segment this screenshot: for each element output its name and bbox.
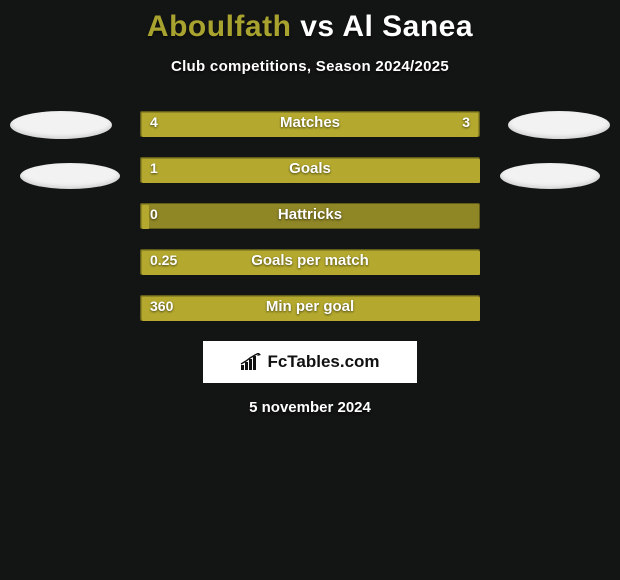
stat-track: [140, 249, 480, 275]
stat-row: 0Hattricks: [0, 203, 620, 233]
stat-value-right: 3: [462, 114, 470, 130]
page-title: Aboulfath vs Al Sanea: [0, 0, 620, 44]
stat-value-left: 360: [150, 298, 173, 314]
stat-fill-left: [142, 159, 480, 183]
bar-chart-icon: [240, 353, 262, 371]
team-badge-placeholder: [10, 111, 112, 139]
comparison-chart: 43Matches1Goals0Hattricks0.25Goals per m…: [0, 111, 620, 325]
source-logo: FcTables.com: [203, 341, 417, 383]
stat-value-left: 0.25: [150, 252, 177, 268]
title-player-left: Aboulfath: [147, 10, 291, 43]
stat-track: [140, 157, 480, 183]
stat-value-left: 0: [150, 206, 158, 222]
stat-row: 0.25Goals per match: [0, 249, 620, 279]
logo-text: FcTables.com: [267, 352, 379, 372]
stat-fill-left: [142, 251, 480, 275]
team-badge-placeholder: [500, 163, 600, 189]
stat-track: [140, 203, 480, 229]
stat-fill-left: [142, 113, 335, 137]
stat-value-left: 1: [150, 160, 158, 176]
subtitle: Club competitions, Season 2024/2025: [0, 58, 620, 75]
stat-track: [140, 111, 480, 137]
stat-fill-left: [142, 205, 149, 229]
date-label: 5 november 2024: [0, 399, 620, 416]
title-vs: vs: [291, 10, 342, 43]
stat-fill-left: [142, 297, 480, 321]
team-badge-placeholder: [20, 163, 120, 189]
stat-value-left: 4: [150, 114, 158, 130]
stat-fill-right: [333, 113, 478, 137]
stat-row: 360Min per goal: [0, 295, 620, 325]
title-player-right: Al Sanea: [342, 10, 473, 43]
stat-track: [140, 295, 480, 321]
team-badge-placeholder: [508, 111, 610, 139]
